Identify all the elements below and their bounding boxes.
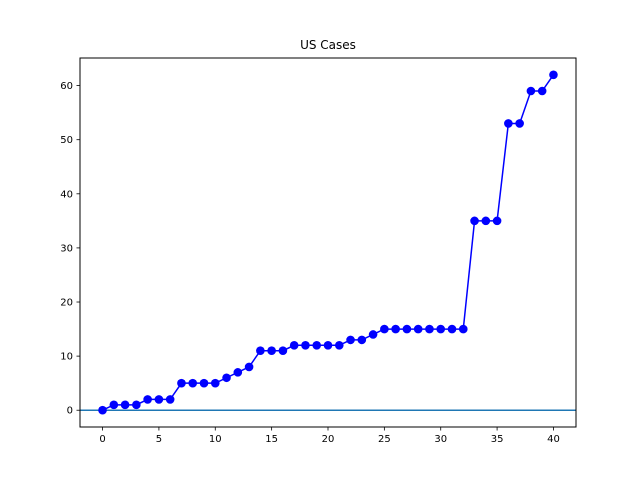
data-point [301,341,310,350]
data-point [278,346,288,356]
data-point [289,341,299,350]
data-point [199,378,209,388]
data-point [267,346,276,356]
data-point [323,341,333,350]
x-axis: 0 5 10 15 20 25 30 35 40 [99,427,560,445]
data-point [402,324,412,334]
data-point [481,216,491,226]
data-point [165,395,175,404]
data-point [210,378,220,388]
plot-area [80,70,576,415]
data-point [380,324,389,334]
data-point [357,335,367,345]
x-tick-label: 30 [434,434,447,445]
data-point [458,324,468,334]
data-point [436,324,446,334]
x-tick-label: 20 [322,434,335,445]
data-point [143,395,152,404]
data-point [549,70,558,80]
x-tick-label: 10 [209,434,222,445]
x-tick-label: 0 [99,434,105,445]
y-axis: 0 10 20 30 40 50 60 [60,81,80,417]
data-point [470,216,479,226]
data-point [492,216,502,226]
data-point [109,400,119,410]
data-point [120,400,130,410]
data-point [368,330,378,339]
data-point [233,368,243,377]
data-point [244,362,254,372]
data-point [425,324,434,334]
data-point [177,378,186,388]
y-tick-label: 30 [60,243,73,254]
x-tick-label: 25 [378,434,391,445]
data-point [346,335,355,345]
x-tick-label: 5 [156,434,162,445]
y-tick-label: 20 [60,298,73,309]
data-point [526,86,536,96]
data-point [391,324,400,334]
chart-title: US Cases [300,38,356,52]
x-tick-label: 15 [265,434,278,445]
data-point [515,119,524,128]
data-point [334,341,344,350]
y-tick-label: 60 [60,81,73,92]
data-point [222,373,231,383]
data-point [256,346,265,356]
data-point [537,86,547,96]
data-point [98,405,107,415]
y-tick-label: 0 [67,406,73,417]
data-point [188,378,198,388]
data-point [312,341,322,350]
data-point [447,324,457,334]
data-point [154,395,164,404]
y-tick-label: 40 [60,189,73,200]
x-tick-label: 35 [491,434,504,445]
y-tick-label: 10 [60,352,73,363]
y-tick-label: 50 [60,135,73,146]
data-point [413,324,423,334]
x-tick-label: 40 [547,434,560,445]
data-point [132,400,141,410]
data-point [504,119,513,128]
